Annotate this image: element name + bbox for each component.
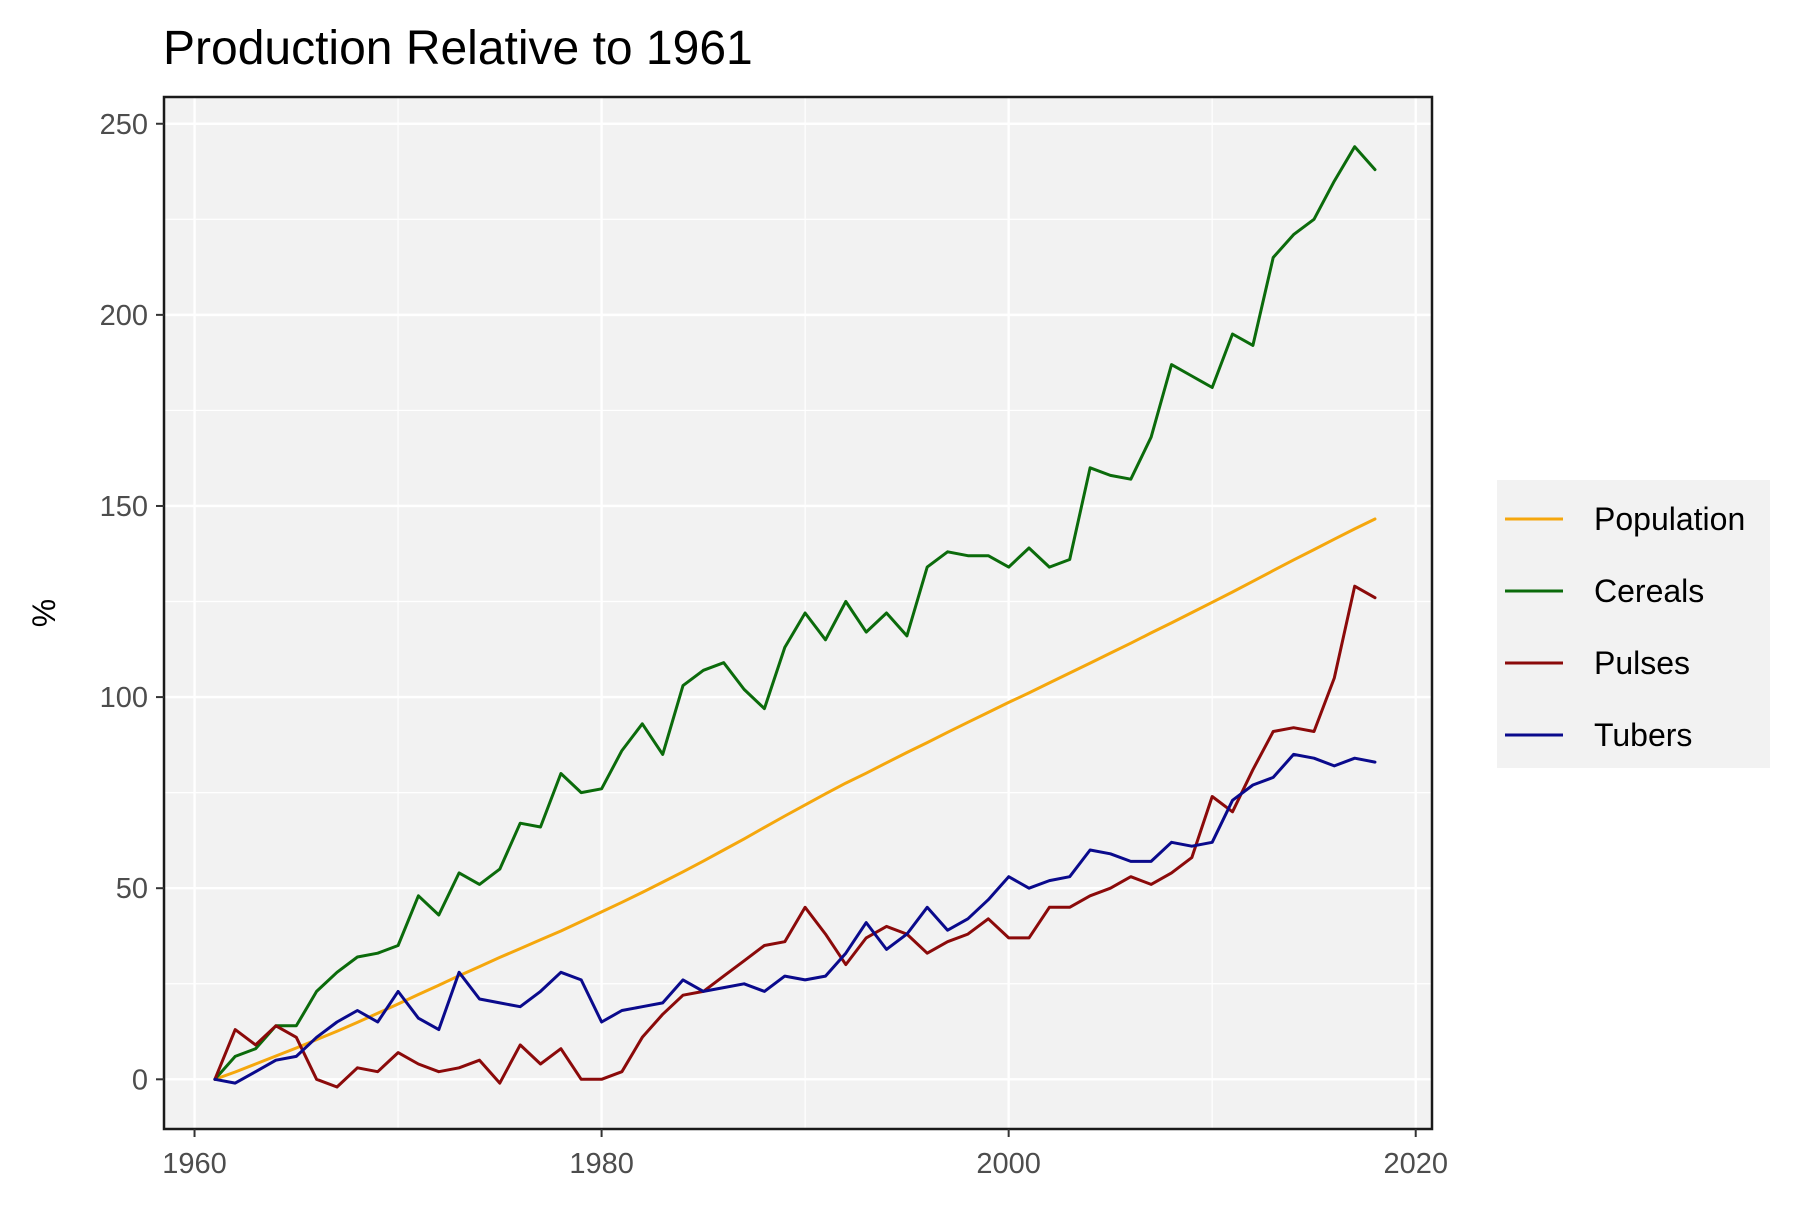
y-tick-label: 0 bbox=[132, 1064, 148, 1096]
legend-label-cereals: Cereals bbox=[1594, 573, 1704, 609]
legend: Population Cereals Pulses Tubers bbox=[1497, 480, 1770, 768]
x-tick-label: 1960 bbox=[162, 1148, 227, 1180]
plot-panel bbox=[164, 97, 1432, 1129]
y-tick-label: 150 bbox=[100, 491, 148, 523]
y-tick-label: 100 bbox=[100, 682, 148, 714]
chart-title: Production Relative to 1961 bbox=[163, 22, 753, 75]
x-tick-label: 2000 bbox=[976, 1148, 1041, 1180]
y-axis: 0 50 100 150 200 250 bbox=[100, 109, 164, 1096]
grid-minor bbox=[164, 97, 1432, 1129]
y-tick-label: 200 bbox=[100, 300, 148, 332]
x-tick-label: 2020 bbox=[1383, 1148, 1448, 1180]
legend-label-pulses: Pulses bbox=[1594, 645, 1690, 681]
series-line-tubers bbox=[213, 752, 1377, 1085]
x-tick-label: 1980 bbox=[569, 1148, 634, 1180]
grid-major bbox=[164, 97, 1432, 1129]
legend-background bbox=[1497, 480, 1770, 768]
legend-label-population: Population bbox=[1594, 501, 1745, 537]
series-line-pulses bbox=[213, 584, 1377, 1089]
x-axis: 1960 1980 2000 2020 bbox=[162, 1129, 1448, 1180]
series-lines bbox=[213, 145, 1377, 1089]
y-tick-label: 50 bbox=[116, 873, 148, 905]
series-line-cereals bbox=[213, 145, 1377, 1081]
y-axis-label: % bbox=[26, 599, 62, 627]
legend-label-tubers: Tubers bbox=[1594, 717, 1692, 753]
plot-border bbox=[162, 95, 1434, 1131]
y-tick-label: 250 bbox=[100, 109, 148, 141]
series-line-population bbox=[213, 517, 1377, 1081]
